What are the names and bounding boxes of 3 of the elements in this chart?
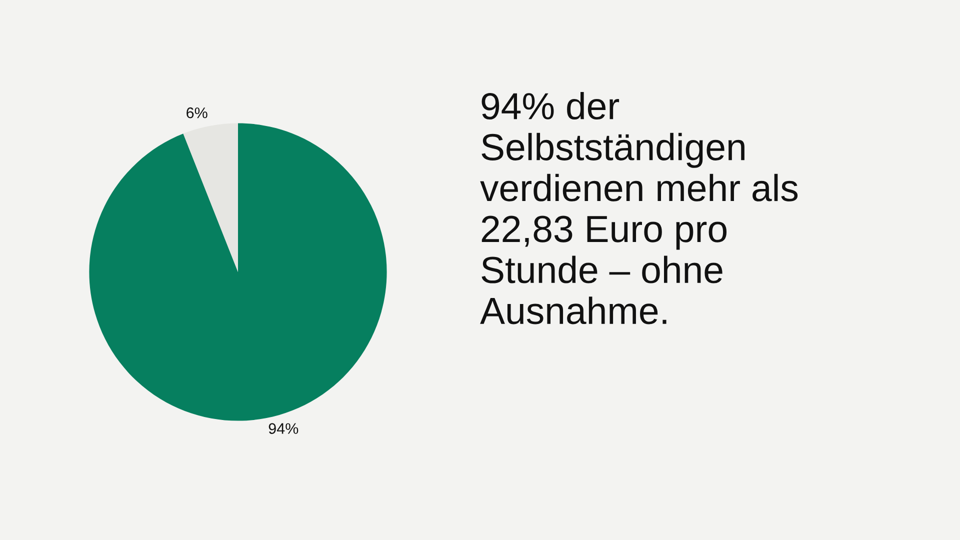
data-label: 94% <box>268 423 298 434</box>
text: 94% der Selbstständigen verdienen mehr als 22,83 Euro pro Stunde – ohne Ausnahme. <box>480 92 798 324</box>
data-label: 6% <box>186 107 208 118</box>
